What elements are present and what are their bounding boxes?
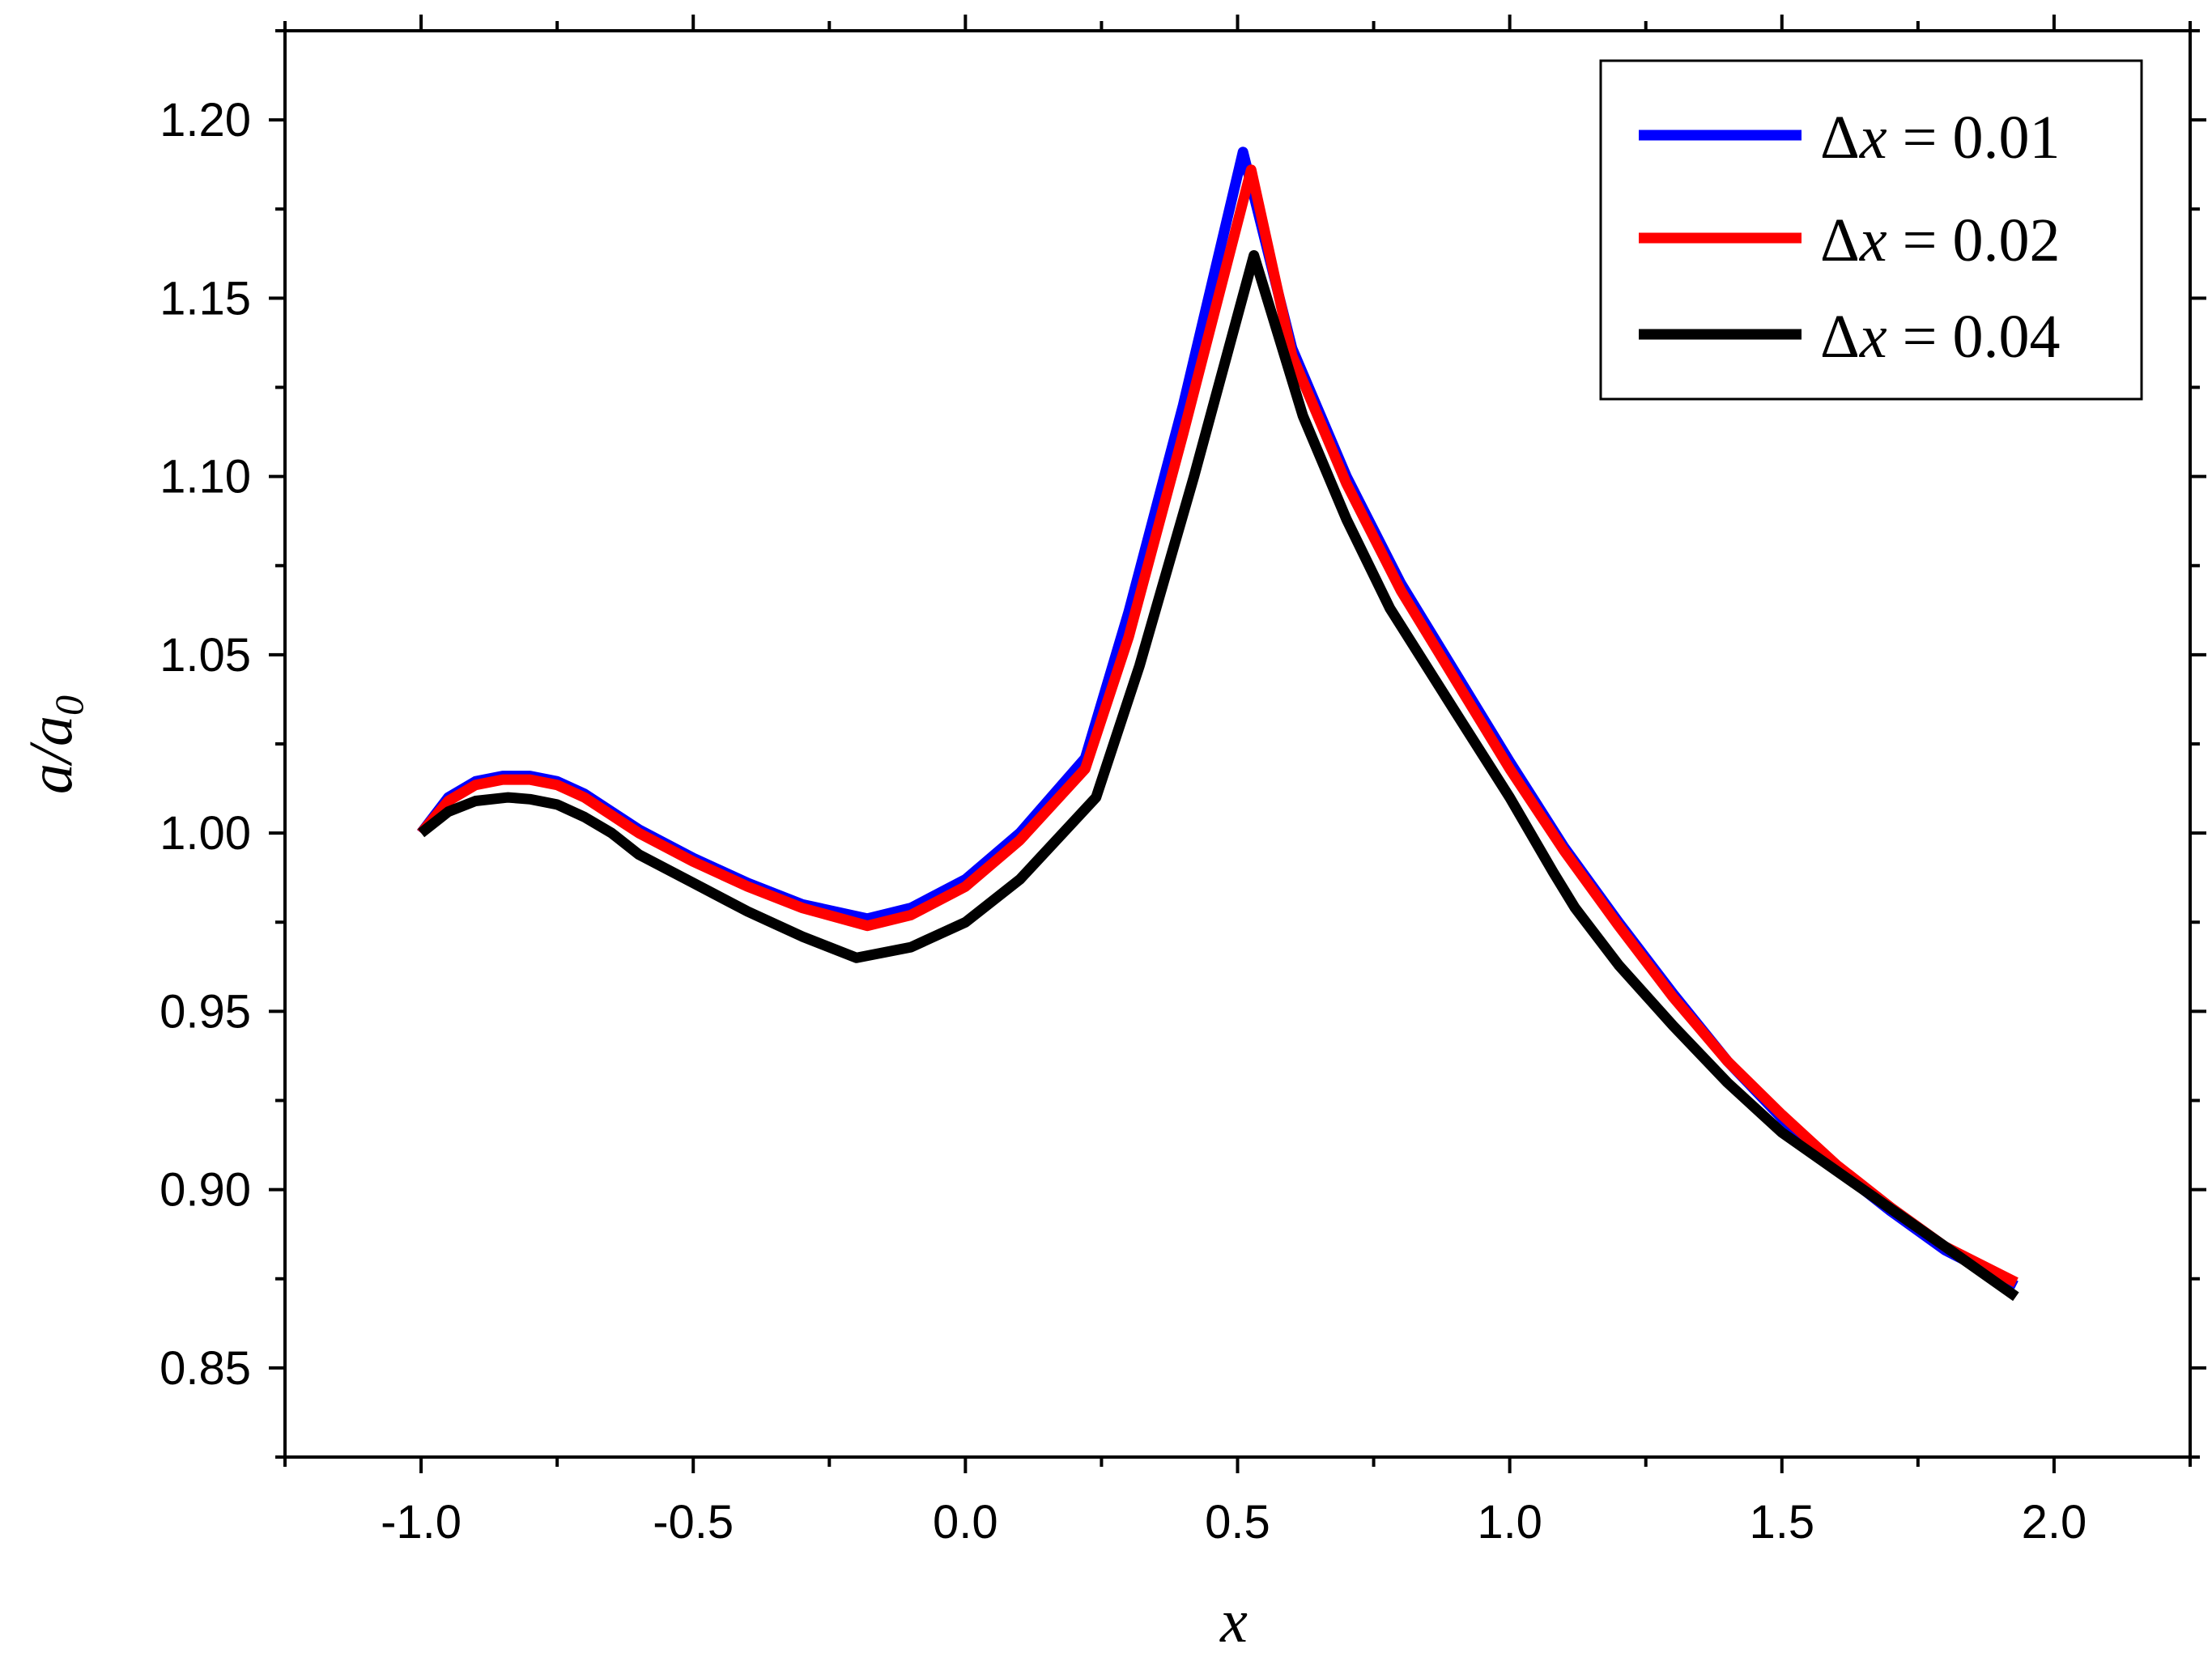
legend-entry-1: Δx = 0.01 <box>1639 104 2060 172</box>
x-tick-label: 0.0 <box>933 1496 998 1549</box>
y-axis-title-subscript: 0 <box>46 695 91 716</box>
y-axis-title: a/a0 <box>17 695 91 794</box>
legend: Δx = 0.01 Δx = 0.02 Δx = 0.04 <box>1599 59 2143 401</box>
legend-label-2: Δx = 0.02 <box>1820 206 2060 274</box>
y-tick-label: 0.95 <box>160 985 251 1038</box>
x-tick-label: 1.0 <box>1477 1496 1542 1549</box>
legend-entry-2: Δx = 0.02 <box>1639 206 2060 274</box>
x-axis-title: x <box>1219 1587 1248 1655</box>
x-tick-label: 1.5 <box>1749 1496 1814 1549</box>
legend-entry-3: Δx = 0.04 <box>1639 303 2060 371</box>
y-tick-label: 1.10 <box>160 451 251 503</box>
y-tick-label: 1.15 <box>160 272 251 325</box>
ticks: -1.0 -0.5 0.0 0.5 1.0 1.5 2.0 0.85 0.90 0.95 1.00 1… <box>160 15 2206 1549</box>
x-tick-label: -0.5 <box>653 1496 734 1549</box>
x-tick-label: -1.0 <box>381 1496 462 1549</box>
legend-label-1: Δx = 0.01 <box>1820 104 2060 172</box>
x-tick-label: 0.5 <box>1205 1496 1270 1549</box>
series-line-2 <box>417 164 2018 1288</box>
series-lines <box>416 147 2019 1302</box>
y-tick-label: 1.00 <box>160 807 251 860</box>
y-tick-label: 1.20 <box>160 94 251 147</box>
y-tick-label: 1.05 <box>160 629 251 682</box>
y-tick-label: 0.85 <box>160 1342 251 1395</box>
legend-frame <box>1599 59 2143 401</box>
x-tick-label: 2.0 <box>2022 1496 2087 1549</box>
series-line-3 <box>418 250 2019 1302</box>
y-tick-label: 0.90 <box>160 1164 251 1217</box>
legend-label-3: Δx = 0.04 <box>1820 303 2060 371</box>
y-axis-title-main: a/a <box>17 716 85 794</box>
